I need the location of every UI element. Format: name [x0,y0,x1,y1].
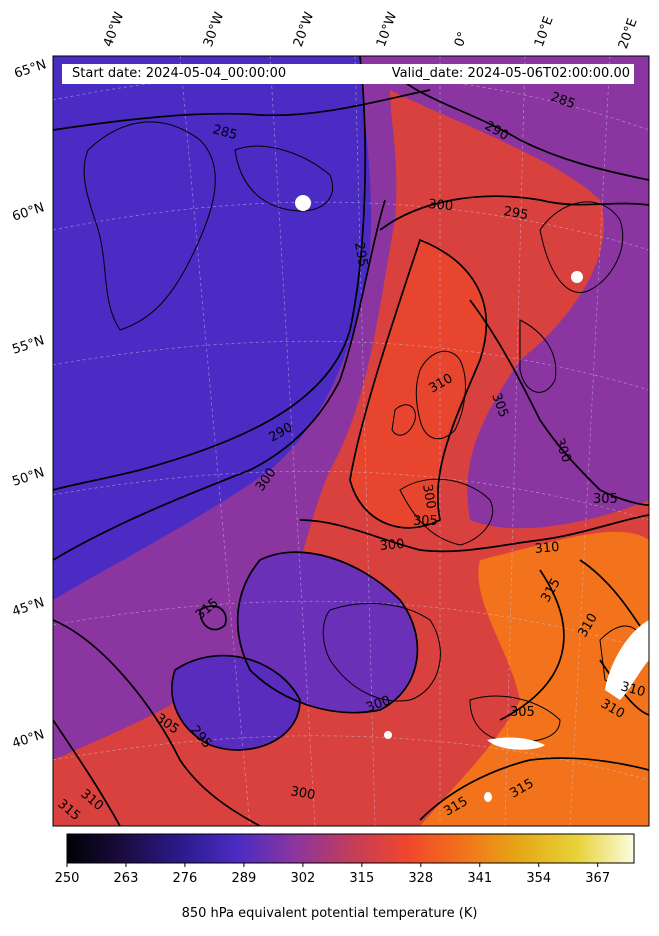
field-warm-uk [350,240,487,528]
colorbar-tick-label: 302 [290,871,316,886]
colorbar-tick-label: 328 [408,871,434,886]
colorbar-tick-label: 315 [349,871,375,886]
contour-value-label: 300 [419,483,438,510]
date-info-bar: Start date: 2024-05-04_00:00:00 Valid_da… [62,64,634,84]
coastlines [83,121,646,743]
field-cold-pool-2 [171,655,300,750]
colorbar-tick-label: 276 [172,871,198,886]
colorbar-title: 850 hPa equivalent potential temperature… [181,906,478,921]
contour-value-label: 300 [428,197,454,214]
colorbar-tick-label: 341 [467,871,493,886]
colorbar-ticks [66,863,599,867]
colorbar-tick-label: 263 [113,871,139,886]
valid-date-label: Valid_date: 2024-05-06T02:00:00.00 [391,66,630,81]
contour-value-label: 285 [211,122,239,143]
contour-value-label: 305 [510,705,535,720]
colorbar-tick-label: 354 [526,871,552,886]
contour-value-label: 305 [593,492,618,507]
contour-value-label: 310 [534,540,560,557]
colorbar-tick-label: 367 [585,871,611,886]
colorbar [66,833,635,864]
contour-value-label: 300 [289,784,316,803]
field-cold-pool [237,552,418,713]
contour-value-label: 300 [379,537,405,554]
contour-value-label: 310 [619,679,647,700]
colorbar-tick-label: 289 [231,871,257,886]
contour-value-label: 295 [351,241,370,268]
missing-data [295,195,649,802]
colorbar-tick-label: 250 [54,871,80,886]
contour-value-label: 295 [502,204,529,223]
field-hot-region [420,531,649,826]
contour-value-label: 305 [413,514,438,529]
start-date-label: Start date: 2024-05-04_00:00:00 [72,66,287,81]
map-frame [52,55,650,827]
